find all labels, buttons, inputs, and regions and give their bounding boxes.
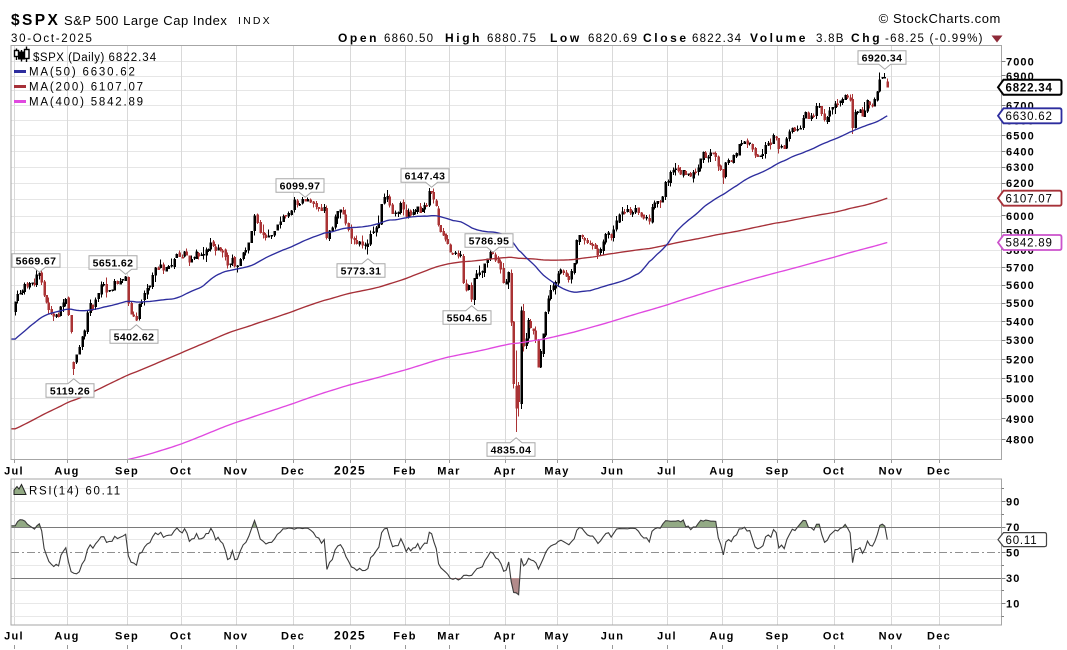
svg-text:5400: 5400 — [1006, 317, 1035, 329]
svg-text:4900: 4900 — [1006, 414, 1035, 426]
svg-text:5200: 5200 — [1006, 354, 1035, 366]
svg-text:INDX: INDX — [238, 15, 272, 27]
svg-text:5402.62: 5402.62 — [114, 331, 155, 343]
svg-text:5669.67: 5669.67 — [16, 255, 57, 267]
svg-text:6000: 6000 — [1006, 211, 1035, 223]
svg-text:MA(200) 6107.07: MA(200) 6107.07 — [29, 82, 145, 94]
svg-text:5651.62: 5651.62 — [93, 257, 134, 269]
svg-text:6107.07: 6107.07 — [1006, 193, 1053, 205]
svg-text:5842.89: 5842.89 — [1006, 238, 1053, 250]
svg-text:6099.97: 6099.97 — [280, 180, 321, 192]
svg-text:6630.62: 6630.62 — [1006, 111, 1053, 123]
svg-text:5786.95: 5786.95 — [469, 235, 510, 247]
svg-text:5773.31: 5773.31 — [341, 265, 382, 277]
svg-text:5300: 5300 — [1006, 335, 1035, 347]
svg-text:6300: 6300 — [1006, 162, 1035, 174]
svg-text:5700: 5700 — [1006, 262, 1035, 274]
svg-text:7000: 7000 — [1006, 57, 1035, 69]
svg-text:5100: 5100 — [1006, 374, 1035, 386]
svg-text:30-Oct-2025: 30-Oct-2025 — [11, 33, 94, 45]
svg-text:6822.34: 6822.34 — [1006, 83, 1053, 95]
svg-text:90: 90 — [1006, 497, 1020, 509]
svg-text:$SPX: $SPX — [11, 12, 60, 29]
svg-text:50: 50 — [1006, 548, 1020, 560]
svg-text:6400: 6400 — [1006, 146, 1035, 158]
svg-text:70: 70 — [1006, 522, 1020, 534]
svg-text:S&P 500 Large Cap Index: S&P 500 Large Cap Index — [64, 13, 227, 28]
svg-text:10: 10 — [1006, 599, 1020, 611]
svg-text:6200: 6200 — [1006, 178, 1035, 190]
svg-text:5000: 5000 — [1006, 394, 1035, 406]
svg-text:5500: 5500 — [1006, 298, 1035, 310]
svg-text:4800: 4800 — [1006, 434, 1035, 446]
svg-text:5600: 5600 — [1006, 280, 1035, 292]
svg-text:30: 30 — [1006, 573, 1020, 585]
svg-text:4835.04: 4835.04 — [491, 444, 532, 456]
svg-text:6147.43: 6147.43 — [405, 170, 446, 182]
svg-text:MA(50) 6630.62: MA(50) 6630.62 — [29, 67, 137, 79]
svg-text:6920.34: 6920.34 — [862, 52, 903, 64]
svg-text:5119.26: 5119.26 — [50, 385, 90, 397]
svg-text:© StockCharts.com: © StockCharts.com — [879, 11, 1001, 26]
svg-text:5504.65: 5504.65 — [447, 312, 488, 324]
svg-text:RSI(14) 60.11: RSI(14) 60.11 — [29, 486, 122, 498]
svg-text:MA(400) 5842.89: MA(400) 5842.89 — [29, 97, 145, 109]
svg-text:6500: 6500 — [1006, 131, 1035, 143]
svg-text:60.11: 60.11 — [1006, 535, 1038, 547]
svg-text:$SPX (Daily) 6822.34: $SPX (Daily) 6822.34 — [33, 52, 157, 64]
